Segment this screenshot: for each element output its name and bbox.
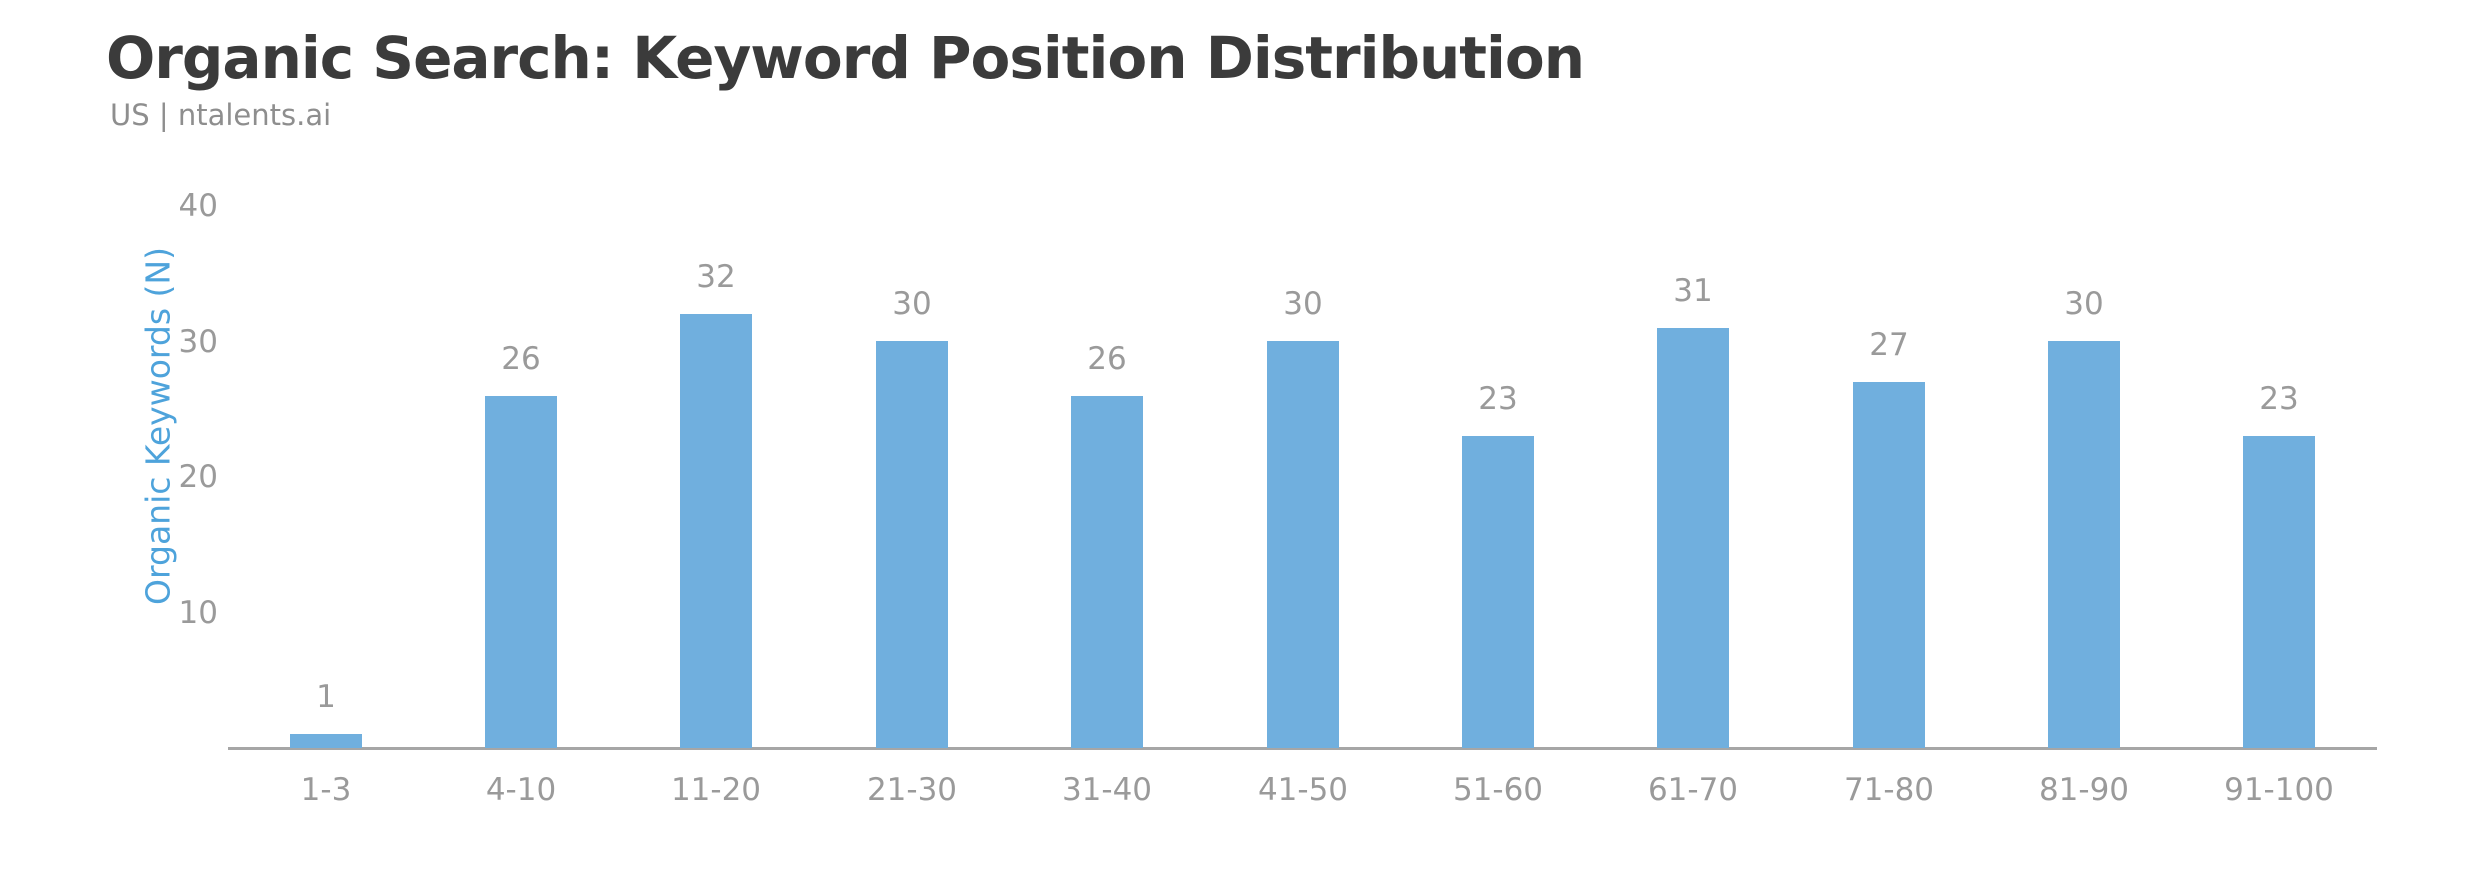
x-tick-label: 61-70: [1647, 772, 1739, 808]
chart-subtitle: US | ntalents.ai: [110, 98, 332, 132]
y-tick-label: 30: [178, 324, 218, 360]
x-tick-label: 1-3: [300, 772, 352, 808]
bar-91-100[interactable]: [2243, 436, 2315, 748]
bar-value-label: 26: [501, 341, 541, 377]
bar-value-label: 31: [1673, 273, 1713, 309]
x-tick-label: 11-20: [670, 772, 762, 808]
bar-value-label: 27: [1869, 327, 1909, 363]
bar-11-20[interactable]: [680, 314, 752, 748]
bar-51-60[interactable]: [1462, 436, 1534, 748]
bar-value-label: 30: [1283, 286, 1323, 322]
bar-value-label: 30: [892, 286, 932, 322]
bar-value-label: 26: [1087, 341, 1127, 377]
x-tick-label: 91-100: [2224, 772, 2334, 808]
bar-value-label: 30: [2064, 286, 2104, 322]
bar-81-90[interactable]: [2048, 341, 2120, 748]
bar-value-label: 23: [2259, 381, 2299, 417]
y-tick-label: 10: [178, 595, 218, 631]
x-tick-label: 4-10: [485, 772, 557, 808]
x-tick-label: 81-90: [2038, 772, 2130, 808]
bar-1-3[interactable]: [290, 734, 362, 748]
bar-61-70[interactable]: [1657, 328, 1729, 748]
x-tick-label: 71-80: [1843, 772, 1935, 808]
x-axis-line: [228, 747, 2377, 750]
bar-value-label: 1: [316, 679, 336, 715]
bar-value-label: 32: [696, 259, 736, 295]
y-tick-label: 40: [178, 188, 218, 224]
bar-41-50[interactable]: [1267, 341, 1339, 748]
bar-4-10[interactable]: [485, 396, 557, 748]
chart-title: Organic Search: Keyword Position Distrib…: [106, 24, 1585, 92]
bar-31-40[interactable]: [1071, 396, 1143, 748]
bar-21-30[interactable]: [876, 341, 948, 748]
x-tick-label: 21-30: [866, 772, 958, 808]
x-tick-label: 41-50: [1257, 772, 1349, 808]
x-tick-label: 51-60: [1452, 772, 1544, 808]
y-axis-label: Organic Keywords (N): [138, 247, 178, 605]
bar-71-80[interactable]: [1853, 382, 1925, 748]
bar-value-label: 23: [1478, 381, 1518, 417]
x-tick-label: 31-40: [1061, 772, 1153, 808]
y-tick-label: 20: [178, 459, 218, 495]
